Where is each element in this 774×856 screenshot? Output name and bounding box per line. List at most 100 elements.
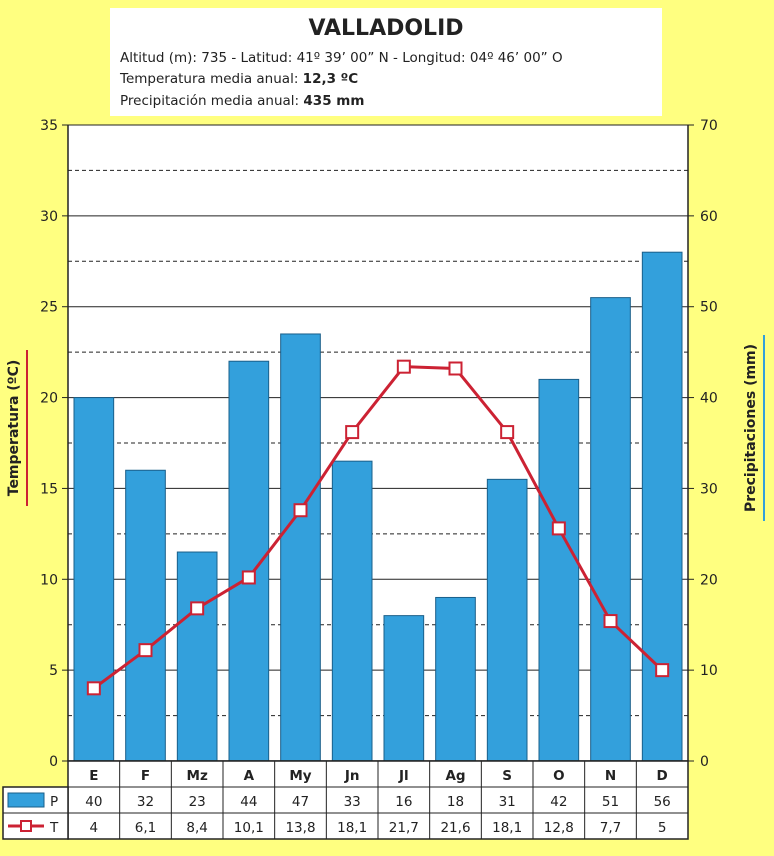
station-location: Altitud (m): 735 - Latitud: 41º 39’ 00” … — [120, 50, 563, 66]
table-temp-mz: 8,4 — [186, 820, 207, 836]
table-month-f: F — [141, 768, 150, 784]
left-tick-label: 20 — [40, 391, 58, 407]
location-prefix: Altitud (m): 735 - Latitud: — [120, 50, 297, 66]
annual-temperature-value: 12,3 ºC — [302, 71, 359, 87]
right-axis-title: Precipitaciones (mm) — [743, 344, 759, 512]
right-tick-label: 30 — [700, 481, 718, 497]
table-month-d: D — [657, 768, 668, 784]
table-temp-my: 13,8 — [285, 820, 315, 836]
table-temp-jn: 18,1 — [337, 820, 367, 836]
temperature-point-ag — [448, 361, 463, 376]
precipitation-bar-my — [280, 333, 321, 762]
left-tick-label: 15 — [40, 481, 58, 497]
table-precip-o: 42 — [550, 794, 567, 810]
left-tick-label: 5 — [49, 663, 58, 679]
latitude-value: 41º 39’ 00” N — [296, 50, 389, 66]
temperature-point-o — [551, 521, 566, 536]
annual-precipitation-label: Precipitación media anual: — [120, 93, 300, 109]
precipitation-bar-f — [125, 469, 166, 762]
axis-titles: Temperatura (ºC) Precipitaciones (mm) — [6, 335, 765, 521]
legend-precip-label: P — [50, 794, 58, 810]
left-tick-label: 35 — [40, 118, 58, 134]
left-tick-label: 10 — [40, 572, 58, 588]
station-title: VALLADOLID — [308, 16, 464, 41]
table-temp-d: 5 — [658, 820, 667, 836]
table-precip-jl: 16 — [395, 794, 412, 810]
table-precip-s: 31 — [499, 794, 516, 810]
table-temp-f: 6,1 — [135, 820, 156, 836]
precipitation-bar-jn — [331, 460, 373, 762]
chart-header: VALLADOLID Altitud (m): 735 - Latitud: 4… — [110, 8, 662, 116]
right-tick-label: 40 — [700, 391, 718, 407]
right-axis-ticks: 0 10 20 30 40 50 60 70 — [688, 118, 718, 770]
annual-precipitation: Precipitación media anual: 435 mm — [120, 93, 364, 109]
temperature-point-my — [293, 503, 308, 518]
table-month-mz: Mz — [187, 768, 208, 784]
table-month-n: N — [605, 768, 616, 784]
temperature-point-jl — [396, 359, 411, 374]
gridlines — [68, 124, 688, 717]
temperature-polyline — [92, 365, 664, 690]
table-precip-jn: 33 — [344, 794, 361, 810]
table-temp-a: 10,1 — [234, 820, 264, 836]
table-precip-mz: 23 — [189, 794, 206, 810]
precipitation-bar-n — [590, 297, 631, 762]
table-month-s: S — [502, 768, 512, 784]
precipitation-bar-s — [486, 478, 528, 762]
legend-temp-marker — [20, 820, 32, 832]
annual-temperature-label: Temperatura media anual: — [120, 71, 299, 87]
precipitation-bar-d — [641, 251, 683, 762]
precipitation-bar-mz — [176, 551, 218, 762]
right-tick-label: 60 — [700, 209, 718, 225]
precipitation-bar-jl — [383, 615, 425, 762]
legend-temp-label: T — [49, 820, 59, 836]
data-table: E 40 4 F 32 6,1 Mz 23 8,4 A 44 10,1 My 47 13,8 Jn 33 18,1… — [2, 760, 689, 840]
annual-temperature: Temperatura media anual: 12,3 ºC — [120, 71, 358, 87]
table-precip-n: 51 — [602, 794, 619, 810]
table-month-ag: Ag — [445, 768, 465, 784]
table-precip-e: 40 — [85, 794, 102, 810]
table-temp-e: 4 — [90, 820, 99, 836]
table-precip-f: 32 — [137, 794, 154, 810]
table-temp-jl: 21,7 — [389, 820, 419, 836]
table-temp-n: 7,7 — [600, 820, 621, 836]
left-tick-label: 25 — [40, 300, 58, 316]
precipitation-bar-ag — [435, 596, 476, 762]
table-month-o: O — [553, 768, 564, 784]
table-month-my: My — [289, 768, 311, 784]
temperature-point-e — [86, 681, 101, 696]
left-axis-title: Temperatura (ºC) — [6, 360, 22, 497]
table-temp-s: 18,1 — [492, 820, 522, 836]
table-month-jn: Jn — [344, 768, 360, 784]
right-tick-label: 50 — [700, 300, 718, 316]
longitude-value: 04º 46’ 00” O — [469, 50, 563, 66]
table-temp-o: 12,8 — [544, 820, 574, 836]
precipitation-bar-o — [538, 378, 580, 762]
temperature-point-jn — [345, 425, 360, 440]
temperature-point-s — [500, 425, 515, 440]
table-precip-ag: 18 — [447, 794, 464, 810]
table-month-e: E — [89, 768, 98, 784]
annual-precipitation-value: 435 mm — [303, 93, 365, 109]
temperature-point-d — [655, 663, 670, 678]
left-tick-label: 30 — [40, 209, 58, 225]
temperature-point-f — [138, 643, 153, 658]
location-mid: - Longitud: — [388, 50, 470, 66]
table-month-a: A — [244, 768, 255, 784]
temperature-point-mz — [190, 601, 205, 616]
table-temp-ag: 21,6 — [440, 820, 470, 836]
table-precip-d: 56 — [654, 794, 671, 810]
temperature-point-n — [603, 614, 618, 629]
table-precip-my: 47 — [292, 794, 309, 810]
right-tick-label: 20 — [700, 572, 718, 588]
right-tick-label: 0 — [700, 754, 709, 770]
right-tick-label: 70 — [700, 118, 718, 134]
right-tick-label: 10 — [700, 663, 718, 679]
temperature-line — [86, 359, 670, 696]
left-axis-ticks: 0 5 10 15 20 25 30 35 — [40, 118, 68, 770]
precipitation-bars — [73, 251, 683, 762]
table-precip-a: 44 — [240, 794, 257, 810]
temperature-point-a — [241, 570, 256, 585]
left-tick-label: 0 — [49, 754, 58, 770]
